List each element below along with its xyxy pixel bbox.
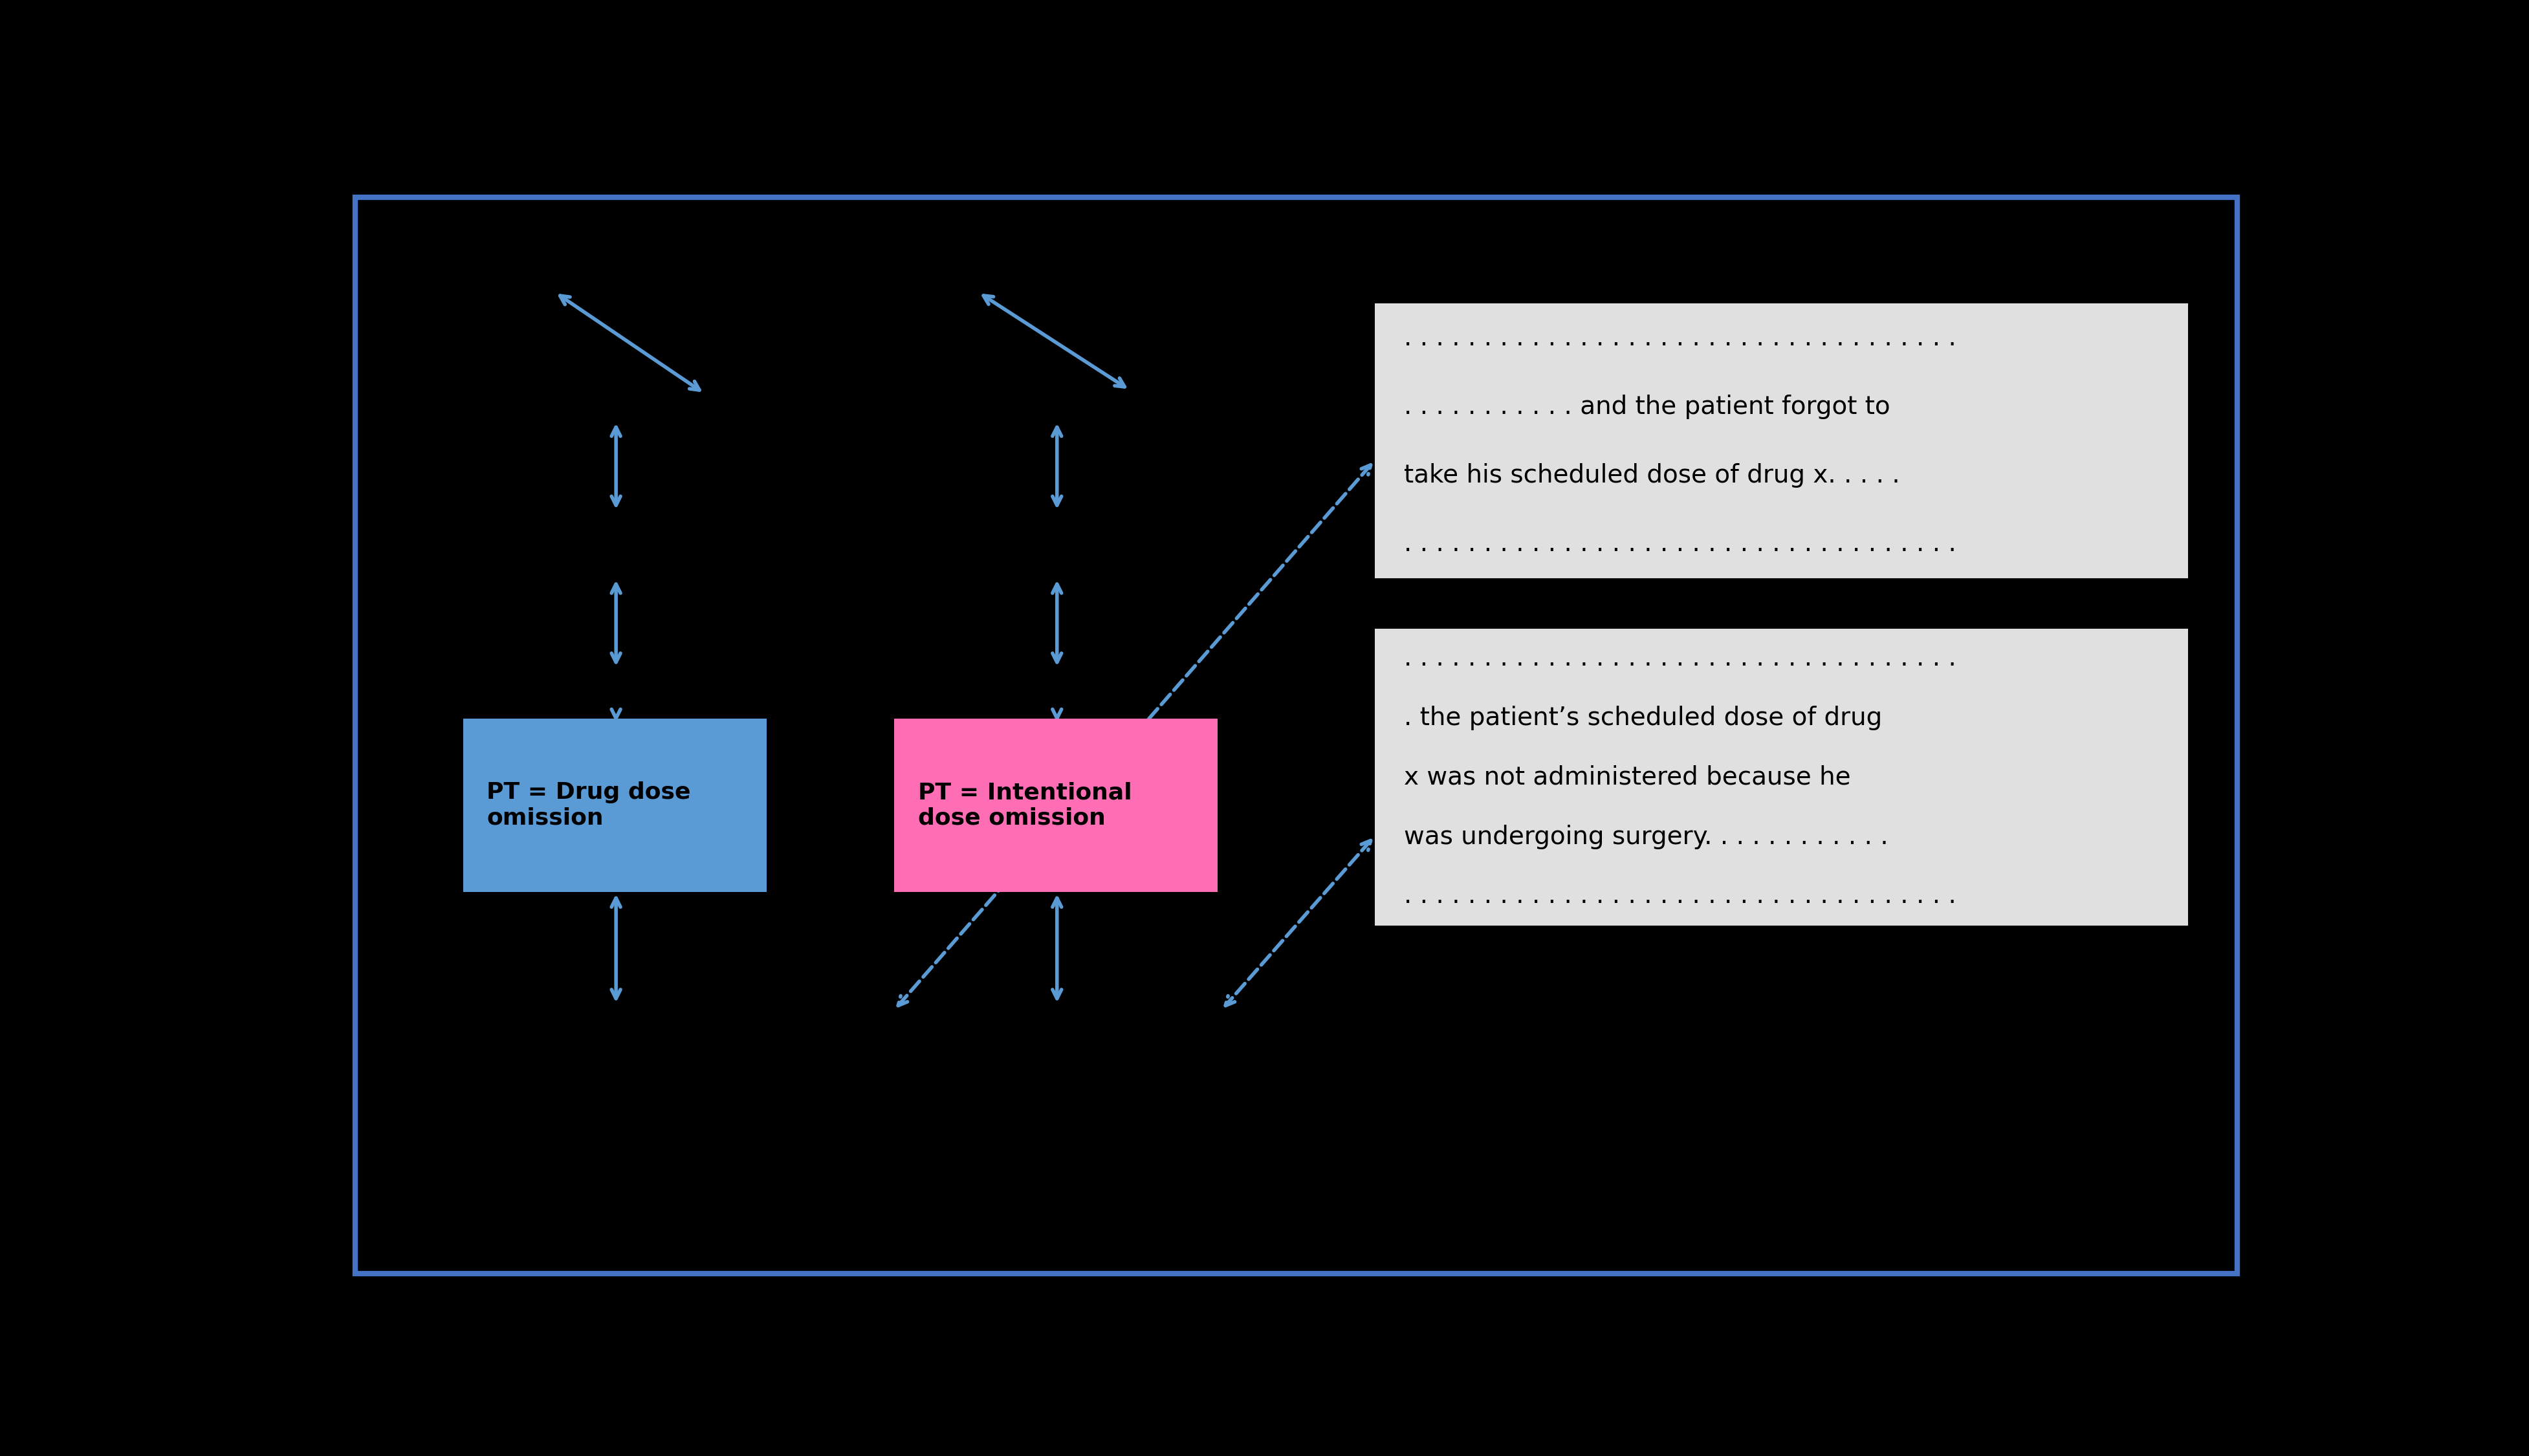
Text: . . . . . . . . . . . . . . . . . . . . . . . . . . . . . . . . . . .: . . . . . . . . . . . . . . . . . . . . …	[1404, 326, 1957, 351]
FancyBboxPatch shape	[463, 718, 766, 893]
FancyBboxPatch shape	[1376, 304, 2188, 578]
Text: PT = Drug dose
omission: PT = Drug dose omission	[486, 782, 690, 828]
Text: take his scheduled dose of drug x. . . . .: take his scheduled dose of drug x. . . .…	[1404, 463, 1899, 488]
Text: . . . . . . . . . . . and the patient forgot to: . . . . . . . . . . . and the patient fo…	[1404, 395, 1889, 419]
FancyBboxPatch shape	[1376, 629, 2188, 926]
Text: . the patient’s scheduled dose of drug: . the patient’s scheduled dose of drug	[1404, 706, 1882, 731]
Text: . . . . . . . . . . . . . . . . . . . . . . . . . . . . . . . . . . .: . . . . . . . . . . . . . . . . . . . . …	[1404, 646, 1957, 671]
Text: PT = Intentional
dose omission: PT = Intentional dose omission	[918, 782, 1133, 828]
Text: x was not administered because he: x was not administered because he	[1404, 764, 1851, 789]
Text: was undergoing surgery. . . . . . . . . . . .: was undergoing surgery. . . . . . . . . …	[1404, 824, 1889, 849]
Text: . . . . . . . . . . . . . . . . . . . . . . . . . . . . . . . . . . .: . . . . . . . . . . . . . . . . . . . . …	[1404, 531, 1957, 556]
Text: . . . . . . . . . . . . . . . . . . . . . . . . . . . . . . . . . . .: . . . . . . . . . . . . . . . . . . . . …	[1404, 884, 1957, 909]
FancyBboxPatch shape	[895, 718, 1216, 893]
